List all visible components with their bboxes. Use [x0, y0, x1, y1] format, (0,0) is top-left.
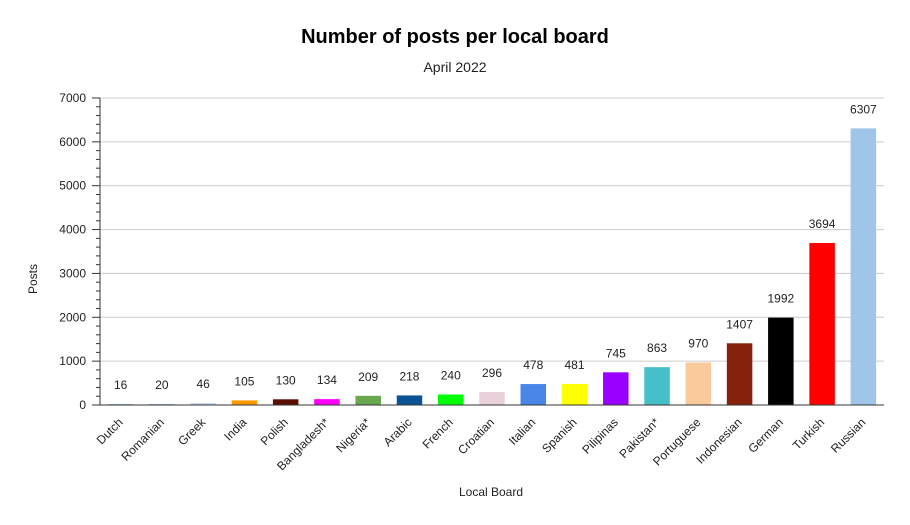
x-tick-label: Nigeria*	[333, 415, 373, 455]
data-label: 745	[606, 346, 626, 360]
bar-pakistan	[644, 367, 670, 405]
chart-subtitle: April 2022	[423, 59, 487, 75]
x-tick-label: India	[221, 415, 250, 444]
bar-german	[768, 317, 794, 405]
bar-italian	[520, 384, 547, 405]
y-tick-label: 3000	[59, 266, 86, 280]
bar-nigeria	[355, 395, 381, 405]
data-label: 1992	[767, 292, 794, 306]
x-tick-label: Pilipinas	[579, 415, 621, 457]
bar-arabic	[396, 395, 423, 405]
data-label: 16	[114, 378, 128, 392]
x-tick-label: Greek	[175, 415, 209, 449]
x-axis-title: Local Board	[459, 485, 523, 499]
bar-india	[231, 400, 258, 405]
y-tick-label: 1000	[59, 354, 86, 368]
data-label: 970	[688, 336, 708, 350]
x-tick-label: Russian	[828, 415, 869, 456]
bar-pilipinas	[603, 372, 629, 405]
data-label: 105	[234, 374, 254, 388]
data-label: 296	[482, 366, 502, 380]
y-tick-label: 0	[79, 398, 86, 412]
bar-bangladesh	[314, 399, 340, 405]
bar-croatian	[479, 392, 505, 405]
y-tick-label: 4000	[59, 223, 86, 237]
bar-russian	[850, 128, 877, 405]
data-label: 134	[317, 373, 337, 387]
x-tick-label: Dutch	[94, 415, 126, 447]
bar-polish	[272, 399, 299, 405]
data-label: 20	[155, 378, 169, 392]
x-tick-label: French	[420, 415, 456, 451]
data-label: 218	[399, 369, 419, 383]
x-tick-label: Italian	[506, 415, 539, 448]
y-tick-label: 6000	[59, 135, 86, 149]
bar-spanish	[561, 383, 588, 405]
x-tick-label: Arabic	[381, 415, 415, 449]
data-label: 209	[358, 370, 378, 384]
data-label: 1407	[726, 317, 753, 331]
y-tick-label: 7000	[59, 91, 86, 105]
data-label: 130	[276, 373, 296, 387]
x-tick-label: Spanish	[539, 415, 580, 456]
data-label: 863	[647, 341, 667, 355]
data-label: 481	[565, 358, 585, 372]
data-label: 3694	[809, 217, 836, 231]
bar-turkish	[809, 242, 835, 405]
data-label: 240	[441, 368, 461, 382]
x-tick-label: German	[745, 415, 786, 456]
chart-title: Number of posts per local board	[301, 26, 609, 48]
data-label: 6307	[850, 102, 877, 116]
y-axis-title: Posts	[26, 264, 40, 294]
y-tick-label: 5000	[59, 179, 86, 193]
data-label: 46	[196, 377, 210, 391]
x-tick-label: Croatian	[455, 415, 497, 457]
bar-greek	[190, 402, 216, 405]
bar-portuguese	[685, 362, 712, 405]
data-label: 478	[523, 358, 543, 372]
x-tick-label: Polish	[258, 415, 291, 448]
x-tick-label: Turkish	[790, 415, 827, 452]
bar-indonesian	[726, 343, 753, 405]
bar-french	[437, 394, 464, 405]
x-tick-label: Romanian	[118, 415, 167, 464]
y-tick-label: 2000	[59, 310, 86, 324]
